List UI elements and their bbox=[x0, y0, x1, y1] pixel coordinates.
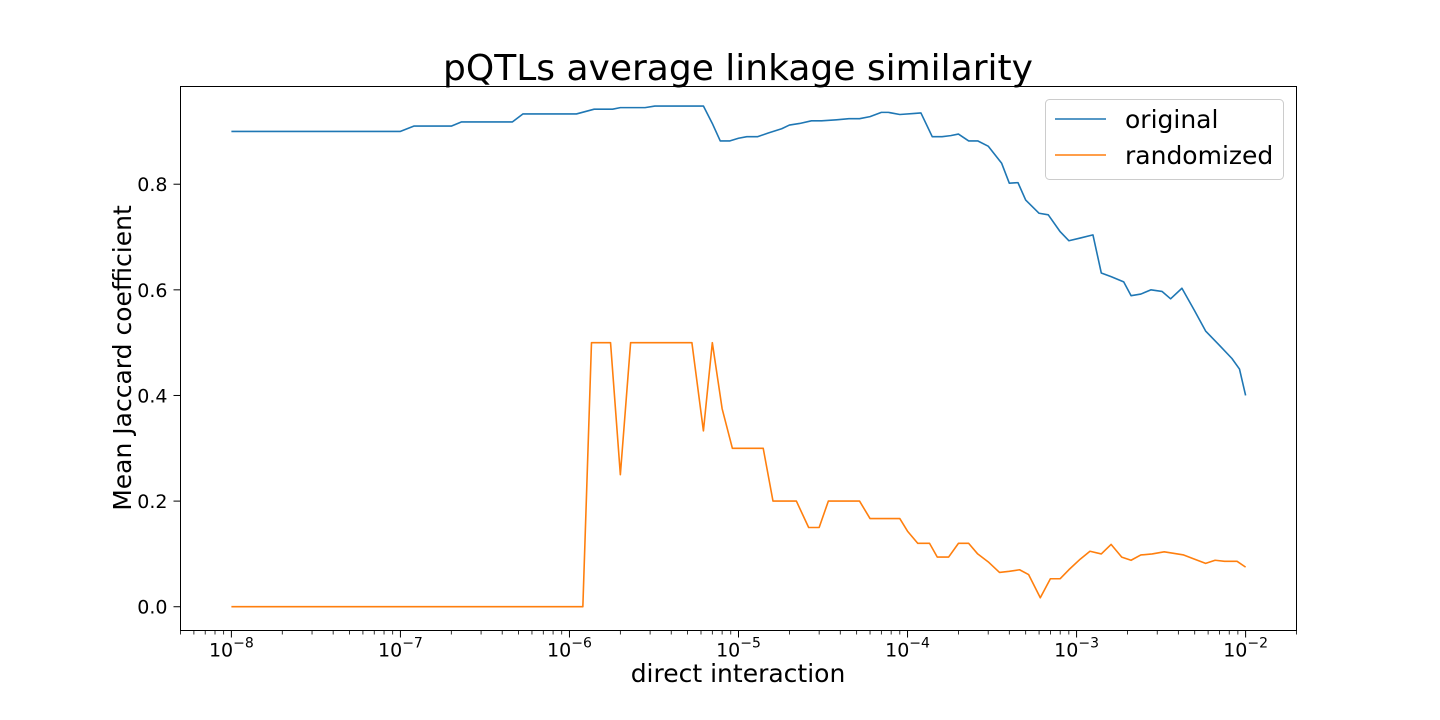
y-tick-label: 0.2 bbox=[137, 491, 167, 513]
x-tick-label: 10−7 bbox=[378, 636, 423, 662]
y-axis-label: Mean Jaccard coefficient bbox=[108, 205, 137, 511]
x-axis: 10−8 10−7 10−6 10−5 10−4 10−3 10−2 bbox=[180, 630, 1297, 662]
y-axis: 0.0 0.2 0.4 0.6 0.8 bbox=[137, 174, 181, 619]
legend-label-original: original bbox=[1125, 105, 1218, 134]
series-line-randomized bbox=[231, 341, 1247, 608]
y-tick-label: 0.6 bbox=[137, 280, 167, 302]
x-tick-label: 10−2 bbox=[1223, 636, 1268, 662]
y-tick-label: 0.4 bbox=[137, 385, 167, 407]
series-line-original bbox=[231, 105, 1247, 396]
series-layer bbox=[231, 105, 1247, 608]
y-tick-label: 0.0 bbox=[137, 597, 167, 619]
legend: original randomized bbox=[1045, 99, 1284, 180]
x-tick-label: 10−4 bbox=[885, 636, 930, 662]
x-tick-label: 10−6 bbox=[547, 636, 592, 662]
legend-label-randomized: randomized bbox=[1125, 141, 1273, 170]
x-tick-label: 10−8 bbox=[209, 636, 254, 662]
x-tick-label: 10−3 bbox=[1054, 636, 1099, 662]
x-tick-label: 10−5 bbox=[716, 636, 761, 662]
x-axis-label: direct interaction bbox=[631, 659, 846, 688]
chart-title: pQTLs average linkage similarity bbox=[443, 48, 1033, 89]
y-tick-label: 0.8 bbox=[137, 174, 167, 196]
